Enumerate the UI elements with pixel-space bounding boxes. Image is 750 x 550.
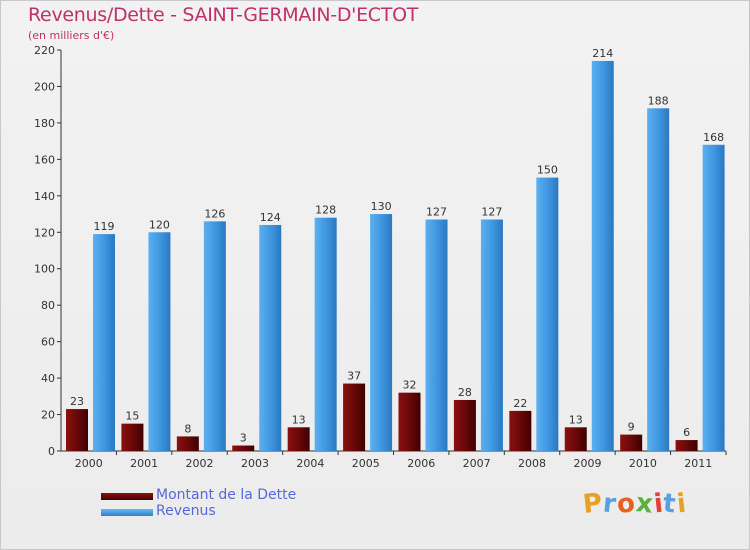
legend-label-revenus: Revenus xyxy=(156,503,216,519)
x-tick-label: 2011 xyxy=(684,457,712,470)
data-label-revenus: 214 xyxy=(592,47,613,60)
data-label-dette: 8 xyxy=(184,422,191,435)
x-tick-label: 2008 xyxy=(518,457,546,470)
bar-revenus xyxy=(536,177,559,451)
y-tick-label: 60 xyxy=(41,336,55,349)
bar-dette xyxy=(620,434,643,451)
y-tick-label: 100 xyxy=(34,263,55,276)
data-label-dette: 22 xyxy=(513,397,527,410)
data-label-dette: 15 xyxy=(125,410,139,423)
legend-swatch-dette xyxy=(101,493,153,500)
data-label-dette: 32 xyxy=(403,379,417,392)
x-tick-label: 2006 xyxy=(407,457,435,470)
logo-letter: i xyxy=(675,488,689,520)
x-tick-label: 2004 xyxy=(296,457,324,470)
bar-revenus xyxy=(647,108,670,451)
data-label-revenus: 127 xyxy=(426,206,447,219)
data-label-dette: 6 xyxy=(683,426,690,439)
y-tick-label: 160 xyxy=(34,153,55,166)
bar-revenus xyxy=(480,219,503,451)
x-tick-label: 2001 xyxy=(130,457,158,470)
legend-swatch-revenus xyxy=(101,509,153,516)
x-tick-label: 2000 xyxy=(75,457,103,470)
bar-dette xyxy=(66,409,88,451)
x-tick-label: 2005 xyxy=(352,457,380,470)
chart-title: Revenus/Dette - SAINT-GERMAIN-D'ECTOT xyxy=(28,4,419,26)
bar-dette xyxy=(232,445,255,451)
y-tick-label: 220 xyxy=(34,44,55,57)
data-label-revenus: 127 xyxy=(481,206,502,219)
data-label-dette: 37 xyxy=(347,370,361,383)
x-tick-label: 2002 xyxy=(186,457,214,470)
y-tick-label: 20 xyxy=(41,409,55,422)
data-label-revenus: 119 xyxy=(94,220,115,233)
bar-revenus xyxy=(370,214,393,451)
x-tick-label: 2003 xyxy=(241,457,269,470)
x-tick-label: 2007 xyxy=(463,457,491,470)
data-label-revenus: 120 xyxy=(149,218,170,231)
y-tick-label: 0 xyxy=(48,445,55,458)
data-label-dette: 13 xyxy=(292,413,306,426)
chart-subtitle: (en milliers d'€) xyxy=(28,29,115,42)
data-label-revenus: 188 xyxy=(648,94,669,107)
data-label-revenus: 168 xyxy=(703,131,724,144)
bar-dette xyxy=(176,436,199,451)
bar-revenus xyxy=(425,219,448,451)
y-tick-label: 80 xyxy=(41,299,55,312)
x-tick-label: 2010 xyxy=(629,457,657,470)
data-label-revenus: 150 xyxy=(537,164,558,177)
y-tick-label: 200 xyxy=(34,80,55,93)
bar-revenus xyxy=(314,217,337,451)
y-tick-label: 120 xyxy=(34,226,55,239)
x-tick-label: 2009 xyxy=(573,457,601,470)
data-label-dette: 9 xyxy=(628,421,635,434)
bar-dette xyxy=(287,427,310,451)
bar-dette xyxy=(453,399,476,451)
y-tick-label: 180 xyxy=(34,117,55,130)
data-label-revenus: 126 xyxy=(204,207,225,220)
y-tick-label: 140 xyxy=(34,190,55,203)
bar-revenus xyxy=(591,60,614,451)
data-label-revenus: 128 xyxy=(315,204,336,217)
bar-dette xyxy=(509,410,532,451)
data-label-dette: 3 xyxy=(240,432,247,445)
bar-dette xyxy=(675,440,698,451)
y-tick-label: 40 xyxy=(41,372,55,385)
bar-revenus xyxy=(702,144,725,452)
bar-revenus xyxy=(259,224,282,451)
bar-revenus xyxy=(203,221,226,451)
data-label-dette: 23 xyxy=(70,395,84,408)
bar-dette xyxy=(398,392,421,451)
bar-dette xyxy=(564,427,587,451)
data-label-dette: 13 xyxy=(569,413,583,426)
legend-label-dette: Montant de la Dette xyxy=(156,487,297,503)
bar-dette xyxy=(343,383,366,451)
proxiti-logo: Proxiti xyxy=(581,488,689,520)
data-label-revenus: 124 xyxy=(260,211,281,224)
data-label-dette: 28 xyxy=(458,386,472,399)
bar-revenus xyxy=(148,232,171,451)
bar-dette xyxy=(121,423,144,451)
data-label-revenus: 130 xyxy=(371,200,392,213)
bar-revenus xyxy=(93,234,115,451)
